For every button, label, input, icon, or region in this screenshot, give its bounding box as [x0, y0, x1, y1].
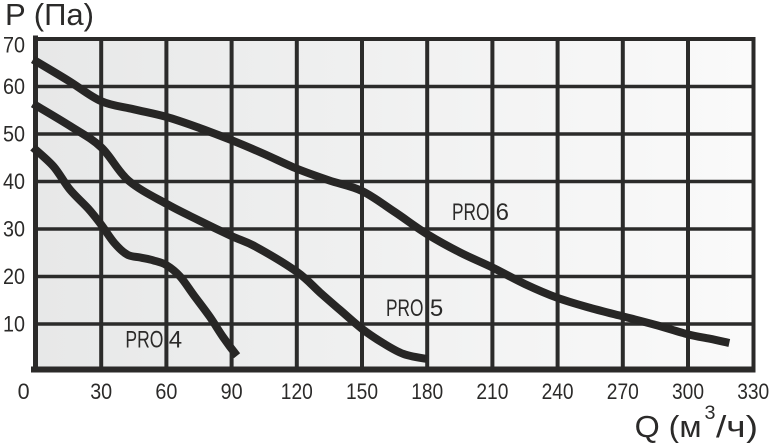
- svg-text:PRO: PRO: [125, 327, 163, 354]
- svg-text:P (Па): P (Па): [5, 0, 94, 32]
- svg-text:330: 330: [737, 379, 769, 404]
- svg-text:20: 20: [3, 264, 25, 289]
- svg-text:PRO: PRO: [386, 295, 424, 322]
- svg-text:3: 3: [705, 403, 716, 424]
- svg-text:10: 10: [3, 312, 25, 337]
- svg-text:PRO: PRO: [452, 199, 490, 226]
- svg-text:50: 50: [3, 122, 25, 147]
- svg-text:120: 120: [281, 379, 313, 404]
- svg-text:240: 240: [542, 379, 574, 404]
- svg-text:4: 4: [169, 327, 182, 354]
- svg-text:70: 70: [3, 32, 25, 57]
- svg-text:180: 180: [411, 379, 443, 404]
- svg-text:30: 30: [90, 379, 112, 404]
- svg-text:/ч): /ч): [716, 409, 758, 443]
- svg-text:300: 300: [672, 379, 704, 404]
- svg-text:60: 60: [3, 74, 25, 99]
- svg-text:0: 0: [18, 379, 30, 404]
- svg-text:210: 210: [476, 379, 508, 404]
- svg-text:150: 150: [346, 379, 378, 404]
- svg-text:Q (м: Q (м: [635, 409, 702, 443]
- svg-text:30: 30: [3, 217, 25, 242]
- svg-text:60: 60: [155, 379, 177, 404]
- svg-text:5: 5: [430, 295, 443, 322]
- svg-text:40: 40: [3, 169, 25, 194]
- svg-text:90: 90: [221, 379, 243, 404]
- svg-text:6: 6: [496, 199, 509, 226]
- svg-text:270: 270: [607, 379, 639, 404]
